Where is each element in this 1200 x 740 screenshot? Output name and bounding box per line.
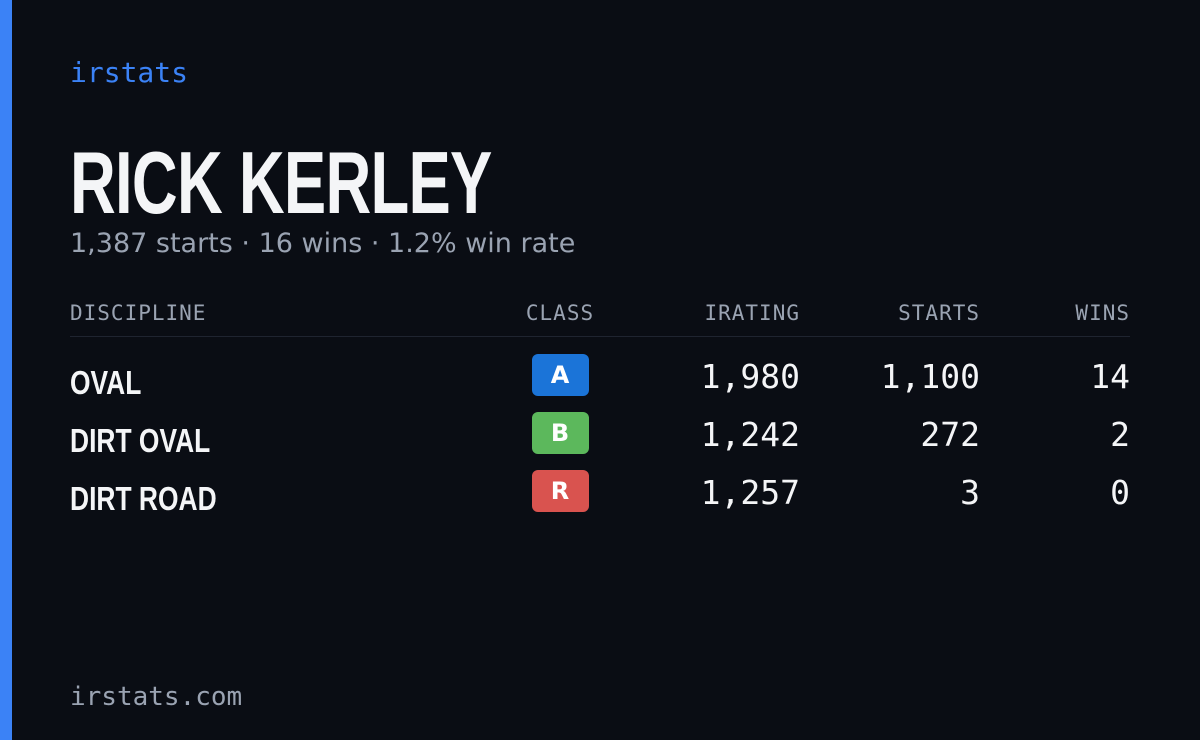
wins-value: 14 [1090, 357, 1130, 396]
discipline: DIRT ROAD [70, 480, 217, 517]
column-header: STARTS [898, 301, 980, 325]
column-header: DISCIPLINE [70, 301, 207, 325]
footer: irstats.com [70, 682, 243, 712]
driver-summary: 1,387 starts · 16 wins · 1.2% win rate [70, 228, 576, 259]
brand: irstats [70, 56, 189, 89]
discipline: DIRT OVAL [70, 422, 211, 459]
irating-value: 1,257 [700, 473, 800, 512]
class-badge: A [531, 354, 589, 396]
starts-value: 272 [920, 415, 980, 454]
column-header: WINS [1075, 301, 1130, 325]
wins-value: 0 [1110, 473, 1130, 512]
class-badge: R [531, 470, 589, 512]
discipline: OVAL [70, 364, 142, 401]
wins-value: 2 [1110, 415, 1130, 454]
irating-value: 1,242 [700, 415, 800, 454]
driver-name: RICK KERLEY [70, 133, 492, 232]
header-rule [70, 336, 1130, 337]
column-header: IRATING [704, 301, 800, 325]
starts-value: 1,100 [880, 357, 980, 396]
irating-value: 1,980 [700, 357, 800, 396]
starts-value: 3 [960, 473, 980, 512]
column-header: CLASS [525, 301, 595, 325]
class-badge: B [531, 412, 589, 454]
accent-bar [0, 0, 12, 740]
